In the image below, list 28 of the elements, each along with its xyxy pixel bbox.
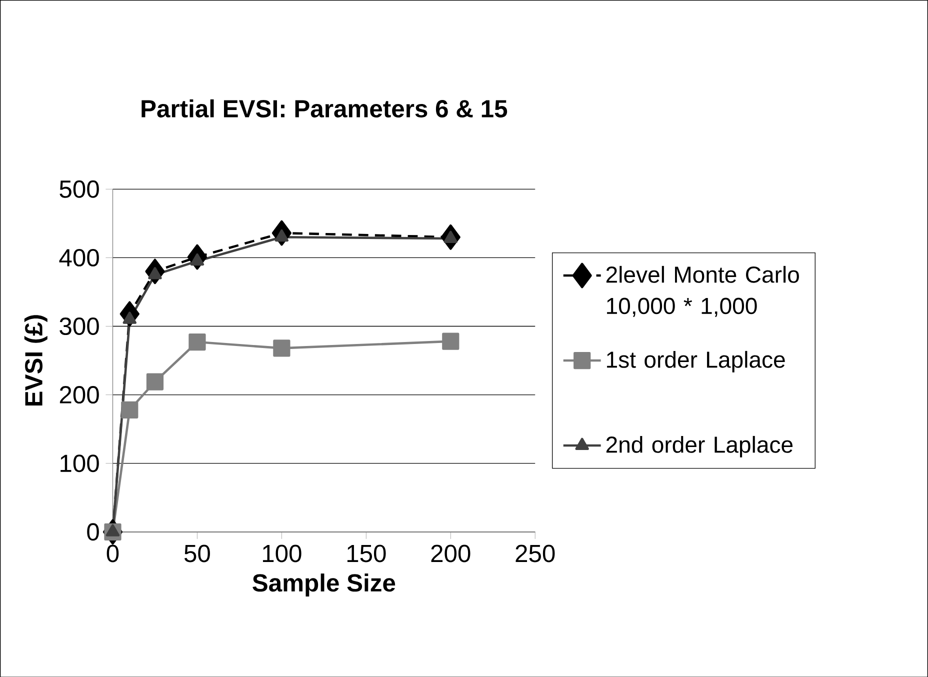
point: [122, 311, 136, 324]
y-tick-label: 300: [60, 317, 99, 335]
point: [148, 266, 162, 280]
y-axis-title: EVSI (£): [24, 314, 48, 406]
point: [274, 229, 289, 242]
legend-label: 2level Monte Carlo 10,000 * 1,000: [606, 266, 799, 317]
x-tick-label: 100: [262, 544, 302, 562]
point: [146, 373, 164, 390]
legend-label: 2nd order Laplace: [606, 436, 793, 458]
y-tick-label: 500: [60, 180, 99, 198]
point: [444, 230, 458, 243]
point: [442, 332, 460, 350]
point: [121, 401, 138, 418]
x-axis-title: Sample Size: [252, 573, 396, 596]
x-tick-label: 50: [184, 544, 210, 562]
point: [273, 339, 290, 357]
x-tick-label: 0: [106, 544, 119, 562]
point: [190, 253, 204, 266]
y-tick-label: 200: [60, 386, 99, 404]
y-tick-label: 100: [60, 454, 99, 472]
chart-title: Partial EVSI: Parameters 6 & 15: [142, 99, 508, 118]
x-tick-label: 200: [431, 544, 470, 562]
legend-label: 1st order Laplace: [607, 350, 785, 372]
y-tick-label: 0: [87, 522, 99, 540]
x-tick-label: 150: [347, 544, 386, 562]
point: [188, 333, 206, 350]
x-tick-label: 250: [516, 544, 555, 562]
y-tick-label: 400: [59, 248, 99, 266]
